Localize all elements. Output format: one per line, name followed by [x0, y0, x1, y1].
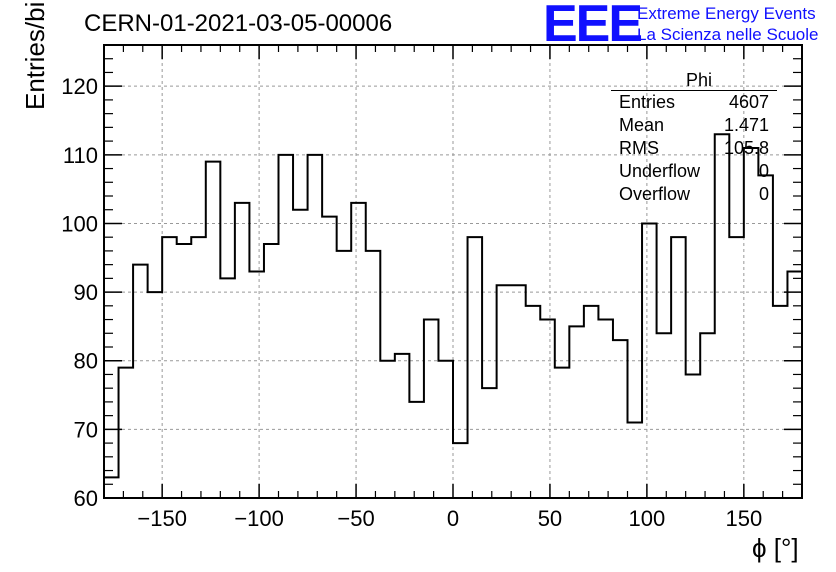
- y-tick-label: 120: [61, 74, 98, 99]
- y-tick-label: 80: [74, 349, 98, 374]
- logo-subtitle-2: La Scienza nelle Scuole: [637, 25, 819, 44]
- stats-row-entries: Entries 4607: [611, 91, 777, 114]
- stats-label: Entries: [619, 92, 676, 112]
- run-title: CERN-01-2021-03-05-00006: [84, 10, 393, 37]
- y-tick-label: 70: [74, 417, 98, 442]
- x-tick-label: −150: [137, 506, 187, 531]
- stats-value: 1.471: [723, 115, 769, 135]
- stats-label: RMS: [619, 138, 659, 158]
- eee-logo: EEE: [543, 0, 643, 53]
- stats-row-underflow: Underflow 0: [611, 160, 777, 183]
- x-tick-label: −100: [234, 506, 284, 531]
- stats-label: Underflow: [619, 161, 701, 181]
- x-axis-label: ϕ [°]: [752, 533, 799, 563]
- logo-subtitle-1: Extreme Energy Events: [637, 4, 816, 23]
- x-tick-label: 150: [725, 506, 762, 531]
- stats-value: 0: [758, 161, 769, 181]
- stats-row-rms: RMS 105.8: [611, 137, 777, 160]
- axis-tick-labels: −150 −100 −50 0 50 100 150 60 70 80 90 100 110 120: [61, 74, 762, 531]
- axis-ticks: [103, 44, 803, 499]
- y-tick-label: 100: [61, 211, 98, 236]
- stats-title: Phi: [611, 70, 777, 91]
- stats-value: 0: [758, 184, 769, 204]
- y-tick-label: 90: [74, 280, 98, 305]
- y-tick-label: 110: [63, 143, 98, 168]
- stats-label: Overflow: [619, 184, 691, 204]
- stats-value: 4607: [728, 92, 769, 112]
- stats-label: Mean: [619, 115, 665, 135]
- x-tick-label: −50: [337, 506, 374, 531]
- histogram-line: [103, 133, 802, 498]
- stats-row-overflow: Overflow 0: [611, 183, 777, 206]
- x-tick-label: 100: [629, 506, 666, 531]
- stats-value: 105.8: [723, 138, 769, 158]
- y-tick-label: 60: [74, 486, 98, 511]
- y-axis-label: Entries/bin: [20, 0, 50, 110]
- x-tick-label: 0: [447, 506, 459, 531]
- stats-box: Phi Entries 4607 Mean 1.471 RMS 105.8 Un…: [611, 70, 777, 206]
- stats-row-mean: Mean 1.471: [611, 114, 777, 137]
- x-tick-label: 50: [538, 506, 562, 531]
